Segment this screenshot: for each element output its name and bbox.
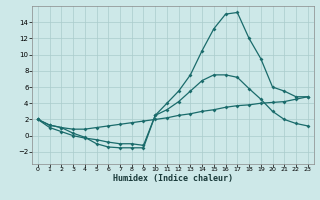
X-axis label: Humidex (Indice chaleur): Humidex (Indice chaleur) (113, 174, 233, 183)
